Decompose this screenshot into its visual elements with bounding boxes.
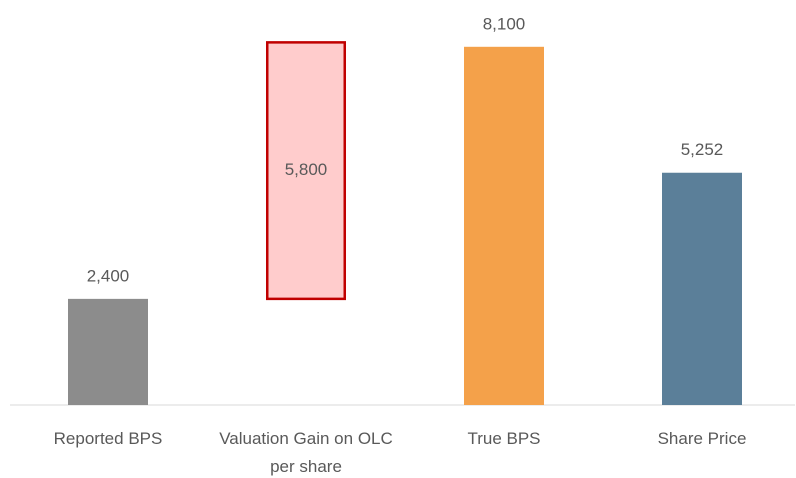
x-tick-label: Valuation Gain on OLC per share [219,429,393,476]
bar [68,298,148,405]
value-label: 5,800 [285,160,328,179]
value-label: 8,100 [483,14,526,33]
value-label: 5,252 [681,140,724,159]
bar [464,46,544,406]
x-tick-label: True BPS [467,429,541,448]
bar [662,172,742,405]
x-tick-label: Reported BPS [53,429,163,448]
bar [266,41,346,301]
value-label: 2,400 [87,266,130,285]
x-tick-label: Share Price [657,429,747,448]
